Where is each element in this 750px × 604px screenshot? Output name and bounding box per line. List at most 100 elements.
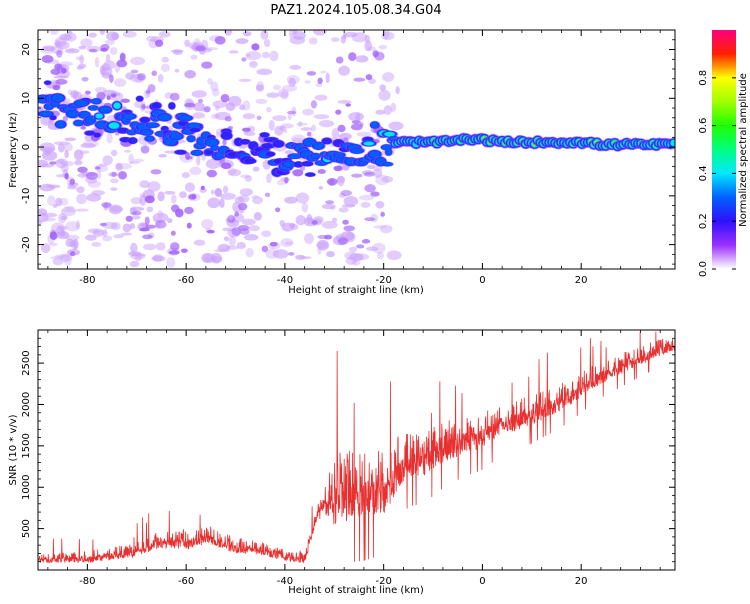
spectrogram-y-tick-label: 10 [21,92,32,105]
spectrogram-y-tick-label: -20 [21,236,32,252]
spectrogram-frame [37,29,676,270]
spectrogram-noise-blob [306,71,317,76]
spectrogram-x-tick-label: 0 [479,275,485,286]
spectrogram-noise-blob [152,212,169,223]
spectrogram-y-tick-label: -10 [21,188,32,204]
colorbar-label: Normalized spectral amplitude [738,73,749,227]
spectrogram-noise-blob [228,235,236,247]
spectrogram-noise-blob [100,47,108,52]
spectrogram-noise-blob [351,259,361,266]
spectrogram-noise-blob [131,253,146,257]
spectrogram-noise-blob [281,84,298,92]
spectrogram-noise-blob [38,219,43,226]
spectrogram-ridge-blob [321,137,333,145]
spectrogram-noise-blob [220,192,236,200]
spectrogram-noise-blob [376,251,384,260]
spectrogram-noise-blob [253,212,262,221]
spectrogram-noise-blob [222,139,227,146]
snr-y-tick-label: 1500 [21,433,32,458]
spectrogram-noise-blob [69,251,76,257]
spectrogram-noise-blob [75,220,80,230]
spectrogram-noise-blob [214,36,226,45]
spectrogram-noise-blob [110,178,119,184]
spectrogram-noise-blob [106,95,111,101]
spectrogram-noise-blob [239,104,246,111]
spectrogram-noise-blob [280,238,294,248]
spectrogram-noise-blob [70,90,79,99]
spectrogram-noise-blob [265,248,279,259]
spectrogram-noise-blob [103,60,116,70]
spectrogram-noise-blob [139,180,150,189]
spectrogram-noise-blob [381,31,395,41]
spectrogram-noise-blob [102,155,113,166]
spectrogram-noise-blob [212,88,220,97]
spectrogram-noise-blob [342,204,356,208]
spectrogram-noise-blob [170,92,180,101]
spectrogram-noise-blob [140,145,150,154]
spectrogram-noise-blob [343,196,359,207]
spectrogram-noise-blob [222,185,229,194]
spectrogram-noise-blob [263,39,271,48]
spectrogram-noise-blob [142,234,153,240]
spectrogram-noise-blob [64,137,77,142]
spectrogram-noise-blob [331,217,338,223]
spectrogram-noise-blob [154,39,164,47]
spectrogram-ridge-blob [145,136,154,142]
spectrogram-noise-blob [115,162,123,171]
spectrogram-noise-blob [288,252,295,256]
spectrogram-noise-blob [157,210,164,219]
spectrogram-noise-blob [65,221,80,232]
spectrogram-noise-blob [157,191,165,202]
spectrogram-noise-blob [146,206,154,213]
spectrogram-noise-blob [55,197,63,207]
spectrogram-noise-blob [196,155,201,166]
spectrogram-noise-blob [223,236,229,242]
spectrogram-noise-blob [375,109,386,115]
spectrogram-noise-blob [220,162,232,170]
snr-panel: -80 -60 -40 -20 0 20 500 1000 1500 2000 2500 Heigh… [8,329,676,596]
spectrogram-noise-blob [64,150,69,159]
spectrogram-noise-blob [72,238,79,250]
spectrogram-noise-blob [379,84,387,91]
spectrogram-noise-blob [353,77,366,82]
spectrogram-noise-blob [131,215,141,220]
spectrogram-noise-blob [130,197,143,205]
spectrogram-noise-blob [364,217,376,222]
spectrogram-noise-blob [191,193,197,200]
spectrogram-noise-blob [179,191,187,199]
spectrogram-ticks: -80 -60 -40 -20 0 20 -20 -10 0 10 20 [21,29,675,286]
spectrogram-noise-blob [191,90,207,98]
spectrogram-noise-blob [238,202,248,211]
spectrogram-noise-blob [361,239,371,244]
spectrogram-y-tick-label: 20 [21,43,32,56]
spectrogram-noise-blob [104,39,115,46]
spectrogram-ridge-blob [93,132,101,138]
spectrogram-ridge-blob [84,130,95,136]
spectrogram-ridge-blob [74,99,88,107]
spectrogram-noise-blob [363,171,375,177]
spectrogram-noise-blob [84,90,91,95]
spectrogram-noise-blob [52,203,58,208]
spectrogram-ridge-blob [66,110,79,118]
spectrogram-noise-blob [57,225,69,231]
spectrogram-noise-blob [236,241,247,250]
snr-frame [37,329,676,571]
spectrogram-noise-blob [306,213,313,225]
spectrogram-noise-blob [78,63,87,68]
spectrogram-noise-blob [317,234,328,239]
spectrogram-noise-blob [161,56,169,63]
spectrogram-noise-blob [343,31,358,38]
spectrogram-ridge-blob [189,127,201,133]
spectrogram-ridge-blob [85,116,96,125]
spectrogram-ridge-blob [204,150,214,155]
snr-x-tick-label: -60 [178,576,194,587]
spectrogram-noise-blob [295,192,310,204]
spectrogram-noise-blob [41,150,58,161]
spectrogram-noise-blob [111,32,119,41]
spectrogram-x-tick-label: -40 [277,275,293,286]
spectrogram-noise-blob [38,159,49,168]
spectrogram-ridge-blob [95,113,103,119]
spectrogram-noise-blob [205,158,221,169]
spectrogram-noise-blob [184,182,196,193]
